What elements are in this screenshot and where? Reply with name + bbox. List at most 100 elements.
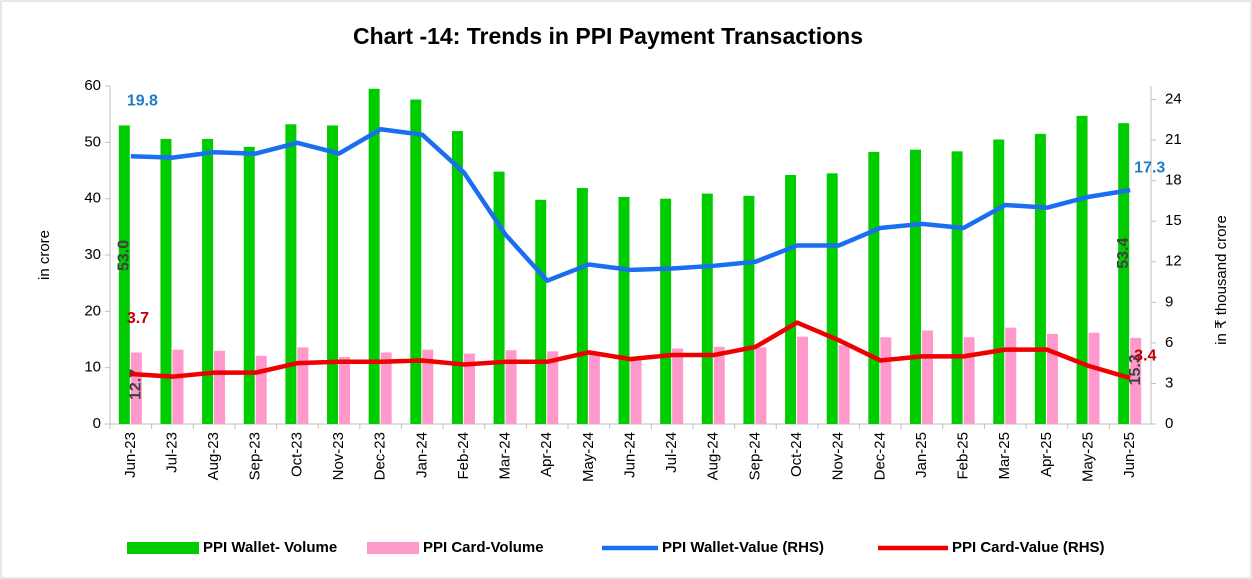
bar <box>410 99 422 425</box>
legend-label: PPI Card-Volume <box>423 539 544 556</box>
legend-label: PPI Wallet-Value (RHS) <box>662 539 824 556</box>
x-tick-label: Jun-23 <box>122 432 139 478</box>
bar <box>838 345 850 424</box>
bar <box>339 356 351 424</box>
y-tick-label: 60 <box>84 77 101 94</box>
data-label: 53.4 <box>1115 238 1132 269</box>
bar <box>713 346 725 424</box>
bar <box>880 337 892 424</box>
data-label: 3.7 <box>127 310 149 327</box>
bar <box>118 125 130 424</box>
x-tick-label: Apr-25 <box>1038 432 1055 477</box>
bar <box>921 330 933 424</box>
y2-tick-label: 9 <box>1165 293 1173 310</box>
bar <box>1076 115 1088 425</box>
bar <box>797 336 809 424</box>
y2-tick-label: 0 <box>1165 415 1173 432</box>
bar <box>243 146 255 424</box>
bar <box>172 349 184 424</box>
bar <box>463 353 475 424</box>
bar <box>547 351 559 424</box>
bar <box>701 193 713 424</box>
x-tick-label: Jul-24 <box>663 432 680 473</box>
bar <box>630 356 642 424</box>
data-label: 17.3 <box>1134 159 1165 176</box>
bar <box>963 337 975 424</box>
data-label: 19.8 <box>127 93 158 110</box>
x-tick-label: Mar-25 <box>996 432 1013 480</box>
bar <box>1005 327 1017 424</box>
x-tick-label: Jan-25 <box>913 432 930 478</box>
bar <box>202 138 214 424</box>
bar <box>130 352 142 424</box>
bar <box>214 350 226 424</box>
x-tick-label: Apr-24 <box>538 432 555 477</box>
legend-key <box>367 542 419 554</box>
bar <box>576 187 588 424</box>
y2-tick-label: 12 <box>1165 253 1182 270</box>
x-tick-label: Jun-25 <box>1121 432 1138 478</box>
x-tick-label: Sep-23 <box>247 432 264 480</box>
bar <box>951 151 963 424</box>
y-axis-label: in crore <box>36 230 53 280</box>
y2-tick-label: 15 <box>1165 212 1182 229</box>
legend-label: PPI Wallet- Volume <box>203 539 337 556</box>
x-tick-label: Sep-24 <box>746 432 763 480</box>
y2-tick-label: 18 <box>1165 172 1182 189</box>
bar <box>660 198 672 424</box>
bar <box>826 173 838 424</box>
bar <box>1118 123 1130 425</box>
bar <box>380 352 392 424</box>
x-tick-label: Mar-24 <box>497 432 514 480</box>
x-tick-label: Jun-24 <box>621 432 638 478</box>
y-tick-label: 10 <box>84 359 101 376</box>
line <box>130 320 1131 381</box>
bar <box>535 199 547 424</box>
x-tick-label: May-25 <box>1080 432 1097 482</box>
bar <box>588 352 600 424</box>
y-tick-label: 20 <box>84 302 101 319</box>
y-tick-label: 40 <box>84 190 101 207</box>
data-label: 53.0 <box>116 240 133 271</box>
chart-title: Chart -14: Trends in PPI Payment Transac… <box>353 23 863 49</box>
bar <box>909 149 921 424</box>
bar <box>255 355 267 424</box>
y-tick-label: 0 <box>93 415 101 432</box>
bar <box>297 347 309 424</box>
bar <box>368 88 380 425</box>
bar <box>785 175 797 424</box>
y2-tick-label: 3 <box>1165 374 1173 391</box>
bar <box>993 139 1005 424</box>
x-tick-label: Oct-24 <box>788 432 805 477</box>
x-tick-label: Dec-23 <box>372 432 389 480</box>
x-tick-label: Nov-23 <box>330 432 347 480</box>
x-tick-label: Feb-24 <box>455 432 472 480</box>
y-tick-label: 50 <box>84 133 101 150</box>
x-tick-label: Jan-24 <box>413 432 430 478</box>
bar <box>618 196 630 424</box>
bar <box>285 124 297 424</box>
legend-label: PPI Card-Value (RHS) <box>952 539 1105 556</box>
x-tick-label: Jul-23 <box>163 432 180 473</box>
bar <box>743 195 755 424</box>
y2-tick-label: 21 <box>1165 131 1182 148</box>
y2-tick-label: 24 <box>1165 90 1182 107</box>
bar <box>451 131 463 425</box>
data-label: 3.4 <box>1134 347 1156 364</box>
bar <box>672 348 684 424</box>
x-tick-label: Feb-25 <box>955 432 972 480</box>
legend-key <box>127 542 199 554</box>
line <box>130 127 1131 283</box>
x-tick-label: Aug-24 <box>705 432 722 480</box>
data-label: 15.3 <box>1127 354 1144 385</box>
bar <box>1088 332 1100 424</box>
bar <box>327 125 339 424</box>
x-tick-label: May-24 <box>580 432 597 482</box>
x-tick-label: Dec-24 <box>871 432 888 480</box>
x-tick-label: Aug-23 <box>205 432 222 480</box>
bar <box>422 349 434 424</box>
x-tick-label: Nov-24 <box>830 432 847 480</box>
bar <box>1046 333 1058 424</box>
bar <box>493 171 505 424</box>
